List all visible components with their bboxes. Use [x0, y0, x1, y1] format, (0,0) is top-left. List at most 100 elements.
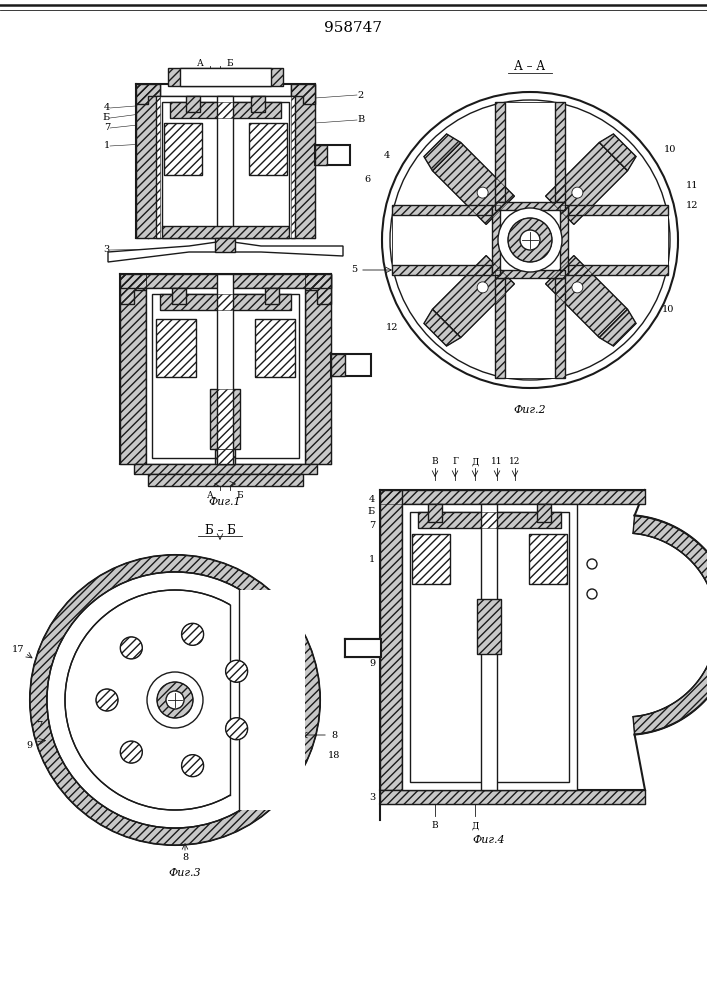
Circle shape	[587, 559, 597, 569]
Text: 10: 10	[664, 145, 676, 154]
Bar	[249, 123, 287, 175]
Circle shape	[30, 555, 320, 845]
Text: 7: 7	[369, 522, 375, 530]
Bar	[345, 639, 381, 657]
Polygon shape	[560, 205, 568, 275]
Polygon shape	[555, 102, 565, 202]
Text: 9: 9	[26, 740, 32, 750]
Bar	[134, 464, 317, 474]
Bar	[537, 504, 551, 522]
Circle shape	[120, 637, 142, 659]
Polygon shape	[505, 278, 555, 378]
Circle shape	[182, 755, 204, 777]
Circle shape	[508, 218, 552, 262]
Bar	[172, 288, 186, 304]
Bar	[481, 504, 497, 790]
Bar	[156, 96, 295, 238]
Bar	[315, 145, 327, 165]
Text: 17: 17	[12, 646, 24, 654]
Bar	[529, 534, 567, 584]
Bar	[210, 389, 240, 449]
Text: В: В	[432, 458, 438, 466]
Polygon shape	[495, 278, 505, 378]
Text: Б: Б	[368, 508, 375, 516]
Bar	[146, 288, 305, 464]
Bar	[217, 274, 233, 464]
Bar	[418, 512, 561, 528]
Bar	[215, 449, 235, 464]
Bar	[152, 294, 299, 458]
Circle shape	[477, 282, 488, 293]
Bar	[412, 534, 450, 584]
Wedge shape	[30, 555, 320, 845]
Bar	[380, 490, 402, 790]
Bar	[315, 145, 327, 165]
Text: Фиг.4: Фиг.4	[473, 835, 506, 845]
Polygon shape	[136, 84, 160, 104]
Polygon shape	[433, 142, 515, 224]
Bar	[305, 274, 331, 464]
Text: Г: Г	[452, 458, 458, 466]
Bar	[148, 474, 303, 486]
Bar	[249, 123, 287, 175]
Bar	[265, 288, 279, 304]
Text: 12: 12	[386, 324, 398, 332]
Text: 1: 1	[104, 141, 110, 150]
Polygon shape	[495, 102, 505, 202]
Bar	[412, 534, 450, 584]
Bar	[477, 599, 501, 654]
Bar	[168, 68, 283, 86]
Circle shape	[520, 230, 540, 250]
Bar	[331, 354, 371, 376]
Text: 11: 11	[686, 180, 699, 190]
Bar	[255, 319, 295, 377]
Circle shape	[477, 187, 488, 198]
Bar	[170, 102, 281, 118]
Text: 8: 8	[182, 852, 188, 861]
Bar	[331, 354, 345, 376]
Circle shape	[226, 718, 247, 740]
Text: 7: 7	[36, 720, 42, 730]
Bar	[162, 226, 289, 238]
Bar	[215, 449, 235, 464]
Circle shape	[498, 208, 562, 272]
Text: 5: 5	[351, 265, 357, 274]
Polygon shape	[568, 215, 668, 265]
Bar	[402, 504, 577, 790]
Bar	[156, 319, 196, 377]
Text: 18: 18	[328, 750, 340, 760]
Bar	[255, 319, 295, 377]
Bar	[120, 274, 146, 464]
Bar	[120, 274, 331, 288]
Bar	[428, 504, 442, 522]
Text: А – А: А – А	[515, 60, 546, 74]
Text: 4: 4	[384, 150, 390, 159]
Polygon shape	[108, 242, 217, 262]
Bar	[529, 534, 567, 584]
Text: 12: 12	[509, 458, 520, 466]
Polygon shape	[424, 134, 461, 171]
Polygon shape	[505, 102, 555, 202]
Polygon shape	[555, 278, 565, 378]
Circle shape	[65, 590, 285, 810]
Text: 4: 4	[104, 104, 110, 112]
Circle shape	[47, 572, 303, 828]
Bar	[410, 512, 569, 782]
Text: Фиг.1: Фиг.1	[209, 497, 241, 507]
Text: Б: Б	[237, 491, 243, 500]
Text: 4: 4	[369, 494, 375, 504]
Circle shape	[182, 623, 204, 645]
Polygon shape	[424, 309, 461, 346]
Bar	[136, 84, 160, 238]
Text: 12: 12	[686, 200, 699, 210]
Bar	[230, 590, 305, 810]
Bar	[120, 274, 146, 464]
Bar	[172, 288, 186, 304]
Bar	[265, 288, 279, 304]
Bar	[305, 274, 331, 464]
Polygon shape	[495, 202, 565, 210]
Bar	[315, 145, 350, 165]
Polygon shape	[233, 242, 343, 256]
Bar	[380, 490, 402, 790]
Bar	[156, 319, 196, 377]
